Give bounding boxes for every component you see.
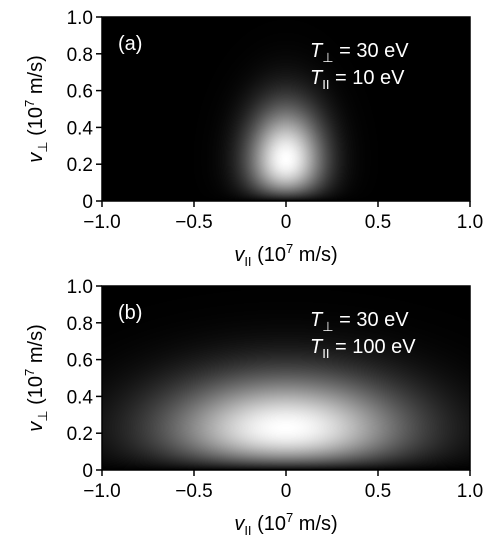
y-tick-label: 0.2	[67, 155, 93, 176]
y-tick-label: 0	[82, 192, 93, 213]
x-tick-label: 1.0	[457, 212, 483, 233]
x-tick-label: 0.5	[365, 481, 391, 502]
annotation-t-perp: T⊥ = 30 eV	[310, 309, 409, 334]
y-tick-label: 0	[82, 461, 93, 482]
x-tick-label: 0.5	[365, 212, 391, 233]
y-tick-label: 0.4	[67, 118, 94, 139]
x-axis-label: vII (107 m/s)	[234, 241, 337, 269]
x-tick-label: 0	[281, 481, 292, 502]
y-tick-label: 0.6	[67, 351, 93, 372]
panel-a: −1.0 −0.5 0 0.5 1.0 0 0.2 0.4 0.6 0.8 1.0 vII (107 …	[22, 8, 483, 269]
annotation-t-par: TII = 100 eV	[310, 336, 416, 361]
y-tick-label: 0.8	[67, 45, 93, 66]
y-tick-label: 0.4	[67, 387, 94, 408]
x-tick-label: 0	[281, 212, 292, 233]
x-tick-label: −0.5	[175, 481, 213, 502]
x-tick-label: −1.0	[83, 212, 121, 233]
annotation-t-par: TII = 10 eV	[310, 67, 405, 92]
annotation-t-perp: T⊥ = 30 eV	[310, 40, 409, 65]
y-tick-label: 1.0	[67, 277, 93, 298]
x-tick-label: 1.0	[457, 481, 483, 502]
x-tick-label: −1.0	[83, 481, 121, 502]
heatmap-image	[102, 17, 470, 201]
panel-label: (b)	[118, 302, 142, 324]
x-tick-label: −0.5	[175, 212, 213, 233]
panel-label: (a)	[118, 33, 142, 55]
y-tick-label: 0.6	[67, 82, 93, 103]
y-axis-label: v⊥ (107 m/s)	[22, 55, 50, 162]
y-axis-label: v⊥ (107 m/s)	[22, 324, 50, 431]
y-tick-label: 0.8	[67, 314, 93, 335]
y-tick-label: 0.2	[67, 424, 93, 445]
panel-b: −1.0 −0.5 0 0.5 1.0 0 0.2 0.4 0.6 0.8 1.0 vII (107 …	[22, 277, 483, 538]
y-tick-label: 1.0	[67, 8, 93, 29]
x-axis-label: vII (107 m/s)	[234, 510, 337, 538]
heatmap-image	[102, 286, 470, 470]
